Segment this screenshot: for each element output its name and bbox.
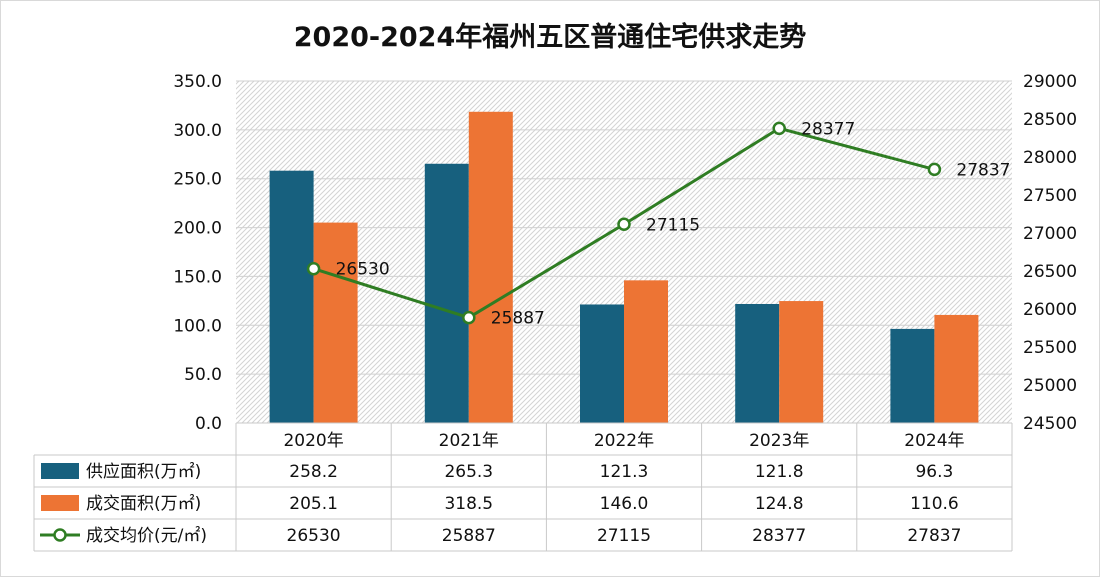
price-point: [927, 162, 942, 177]
right-tick-label: 29000: [1023, 72, 1077, 92]
table-cell: 124.8: [755, 494, 804, 514]
bar-transaction: [934, 314, 979, 423]
right-tick-label: 27500: [1023, 186, 1077, 206]
table-cell: 265.3: [444, 462, 493, 482]
right-tick-label: 25000: [1023, 376, 1077, 396]
right-tick-label: 27000: [1023, 224, 1077, 244]
legend-key: [41, 495, 79, 511]
legend-marker: [53, 528, 67, 542]
left-tick-label: 150.0: [173, 267, 222, 287]
table-cell: 121.8: [755, 462, 804, 482]
bar-transaction: [779, 301, 824, 423]
bar-transaction: [624, 280, 668, 423]
bar-supply: [424, 163, 469, 423]
category-label: 2023年: [749, 431, 809, 451]
category-label: 2022年: [594, 431, 654, 451]
price-data-label: 25887: [491, 309, 545, 329]
bar-supply: [269, 170, 314, 423]
bar-supply: [890, 328, 935, 423]
chart-title: 2020-2024年福州五区普通住宅供求走势: [294, 21, 807, 53]
left-tick-label: 300.0: [173, 121, 222, 141]
right-tick-label: 26000: [1023, 300, 1077, 320]
category-label: 2024年: [904, 431, 964, 451]
table-cell: 28377: [752, 526, 806, 546]
table-cell: 27837: [907, 526, 961, 546]
table-cell: 121.3: [600, 462, 649, 482]
left-tick-label: 100.0: [173, 316, 222, 336]
left-tick-label: 200.0: [173, 219, 222, 239]
table-cell: 146.0: [600, 494, 649, 514]
right-tick-label: 28000: [1023, 148, 1077, 168]
price-data-label: 26530: [336, 260, 390, 280]
series-name: 成交均价(元/㎡): [86, 526, 207, 546]
bar-transaction: [468, 111, 513, 423]
left-tick-label: 350.0: [173, 72, 222, 92]
left-tick-label: 0.0: [195, 414, 222, 434]
price-point: [462, 310, 476, 325]
table-cell: 205.1: [289, 494, 338, 514]
right-tick-label: 26500: [1023, 262, 1077, 282]
category-label: 2020年: [283, 431, 343, 451]
left-tick-label: 50.0: [184, 365, 222, 385]
series-name: 成交面积(万㎡): [86, 494, 201, 514]
table-cell: 258.2: [289, 462, 338, 482]
bar-transaction: [313, 222, 358, 423]
price-data-label: 28377: [801, 119, 855, 139]
series-name: 供应面积(万㎡): [86, 462, 201, 482]
price-point: [617, 217, 631, 232]
right-tick-label: 24500: [1023, 414, 1077, 434]
price-point: [772, 121, 786, 136]
right-tick-label: 28500: [1023, 110, 1077, 130]
bar-supply: [735, 303, 780, 423]
price-data-label: 27115: [646, 215, 700, 235]
left-tick-label: 250.0: [173, 170, 222, 190]
table-cell: 96.3: [915, 462, 953, 482]
bar-supply: [580, 304, 624, 423]
table-cell: 110.6: [910, 494, 959, 514]
price-data-label: 27837: [956, 160, 1010, 180]
legend-key: [41, 463, 79, 479]
price-point: [306, 261, 321, 276]
table-cell: 26530: [287, 526, 341, 546]
right-tick-label: 25500: [1023, 338, 1077, 358]
table-cell: 25887: [442, 526, 496, 546]
table-cell: 318.5: [444, 494, 493, 514]
category-label: 2021年: [439, 431, 499, 451]
table-cell: 27115: [597, 526, 651, 546]
